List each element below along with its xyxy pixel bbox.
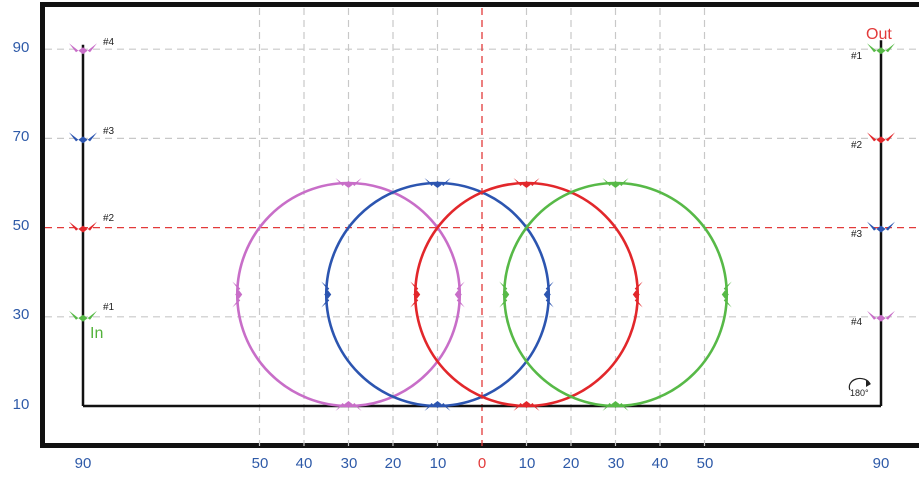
x-label-50-left: 50	[251, 455, 269, 472]
marker-top-pink	[335, 178, 362, 188]
right-post-marker-2	[867, 132, 895, 144]
marker-bottom-pink	[335, 401, 362, 411]
left-marker-tag-2: #2	[103, 213, 115, 224]
marker-right-red	[632, 281, 643, 308]
x-label-10-left: 10	[429, 455, 447, 472]
right-post-marker-3	[867, 221, 895, 233]
diagram-frame	[40, 2, 919, 448]
out-label: Out	[866, 26, 892, 43]
x-label-10-right: 10	[518, 455, 536, 472]
marker-left-pink	[232, 281, 243, 308]
x-label-50-right: 50	[696, 455, 714, 472]
marker-top-green	[602, 178, 629, 188]
left-post-marker-4	[69, 43, 97, 55]
left-marker-tag-4: #4	[103, 37, 115, 48]
marker-left-red	[410, 281, 421, 308]
turn-indicator: 180°	[844, 376, 878, 400]
marker-top-blue	[424, 178, 451, 188]
turn-label: 180°	[850, 388, 869, 398]
x-label-40-right: 40	[651, 455, 669, 472]
y-label-50: 50	[12, 217, 30, 234]
x-label-20-left: 20	[384, 455, 402, 472]
y-label-30: 30	[12, 306, 30, 323]
right-marker-tag-1: #1	[851, 51, 863, 62]
marker-bottom-red	[513, 401, 540, 411]
y-label-90: 90	[12, 39, 30, 56]
right-marker-tag-2: #2	[851, 140, 863, 151]
x-label-30-left: 30	[340, 455, 358, 472]
turn-arrow-icon	[848, 377, 871, 391]
marker-left-green	[499, 281, 510, 308]
x-label-20-right: 20	[562, 455, 580, 472]
x-label-0: 0	[477, 455, 487, 472]
right-marker-tag-3: #3	[851, 229, 863, 240]
x-label-40-left: 40	[295, 455, 313, 472]
x-label-left-90: 90	[74, 455, 92, 472]
x-label-30-right: 30	[607, 455, 625, 472]
marker-bottom-green	[602, 401, 629, 411]
marker-top-red	[513, 178, 540, 188]
marker-right-green	[721, 281, 732, 308]
left-post-marker-3	[69, 132, 97, 144]
marker-left-blue	[321, 281, 332, 308]
y-label-10: 10	[12, 396, 30, 413]
right-post-marker-1	[867, 43, 895, 55]
right-post-marker-4	[867, 310, 895, 322]
y-label-70: 70	[12, 128, 30, 145]
marker-bottom-blue	[424, 401, 451, 411]
right-marker-tag-4: #4	[851, 317, 863, 328]
in-label: In	[90, 325, 104, 342]
x-label-right-90: 90	[872, 455, 890, 472]
left-post-marker-1	[69, 310, 97, 322]
left-post-marker-2	[69, 221, 97, 233]
left-marker-tag-1: #1	[103, 302, 115, 313]
marker-right-blue	[543, 281, 554, 308]
left-marker-tag-3: #3	[103, 126, 115, 137]
marker-right-pink	[454, 281, 465, 308]
